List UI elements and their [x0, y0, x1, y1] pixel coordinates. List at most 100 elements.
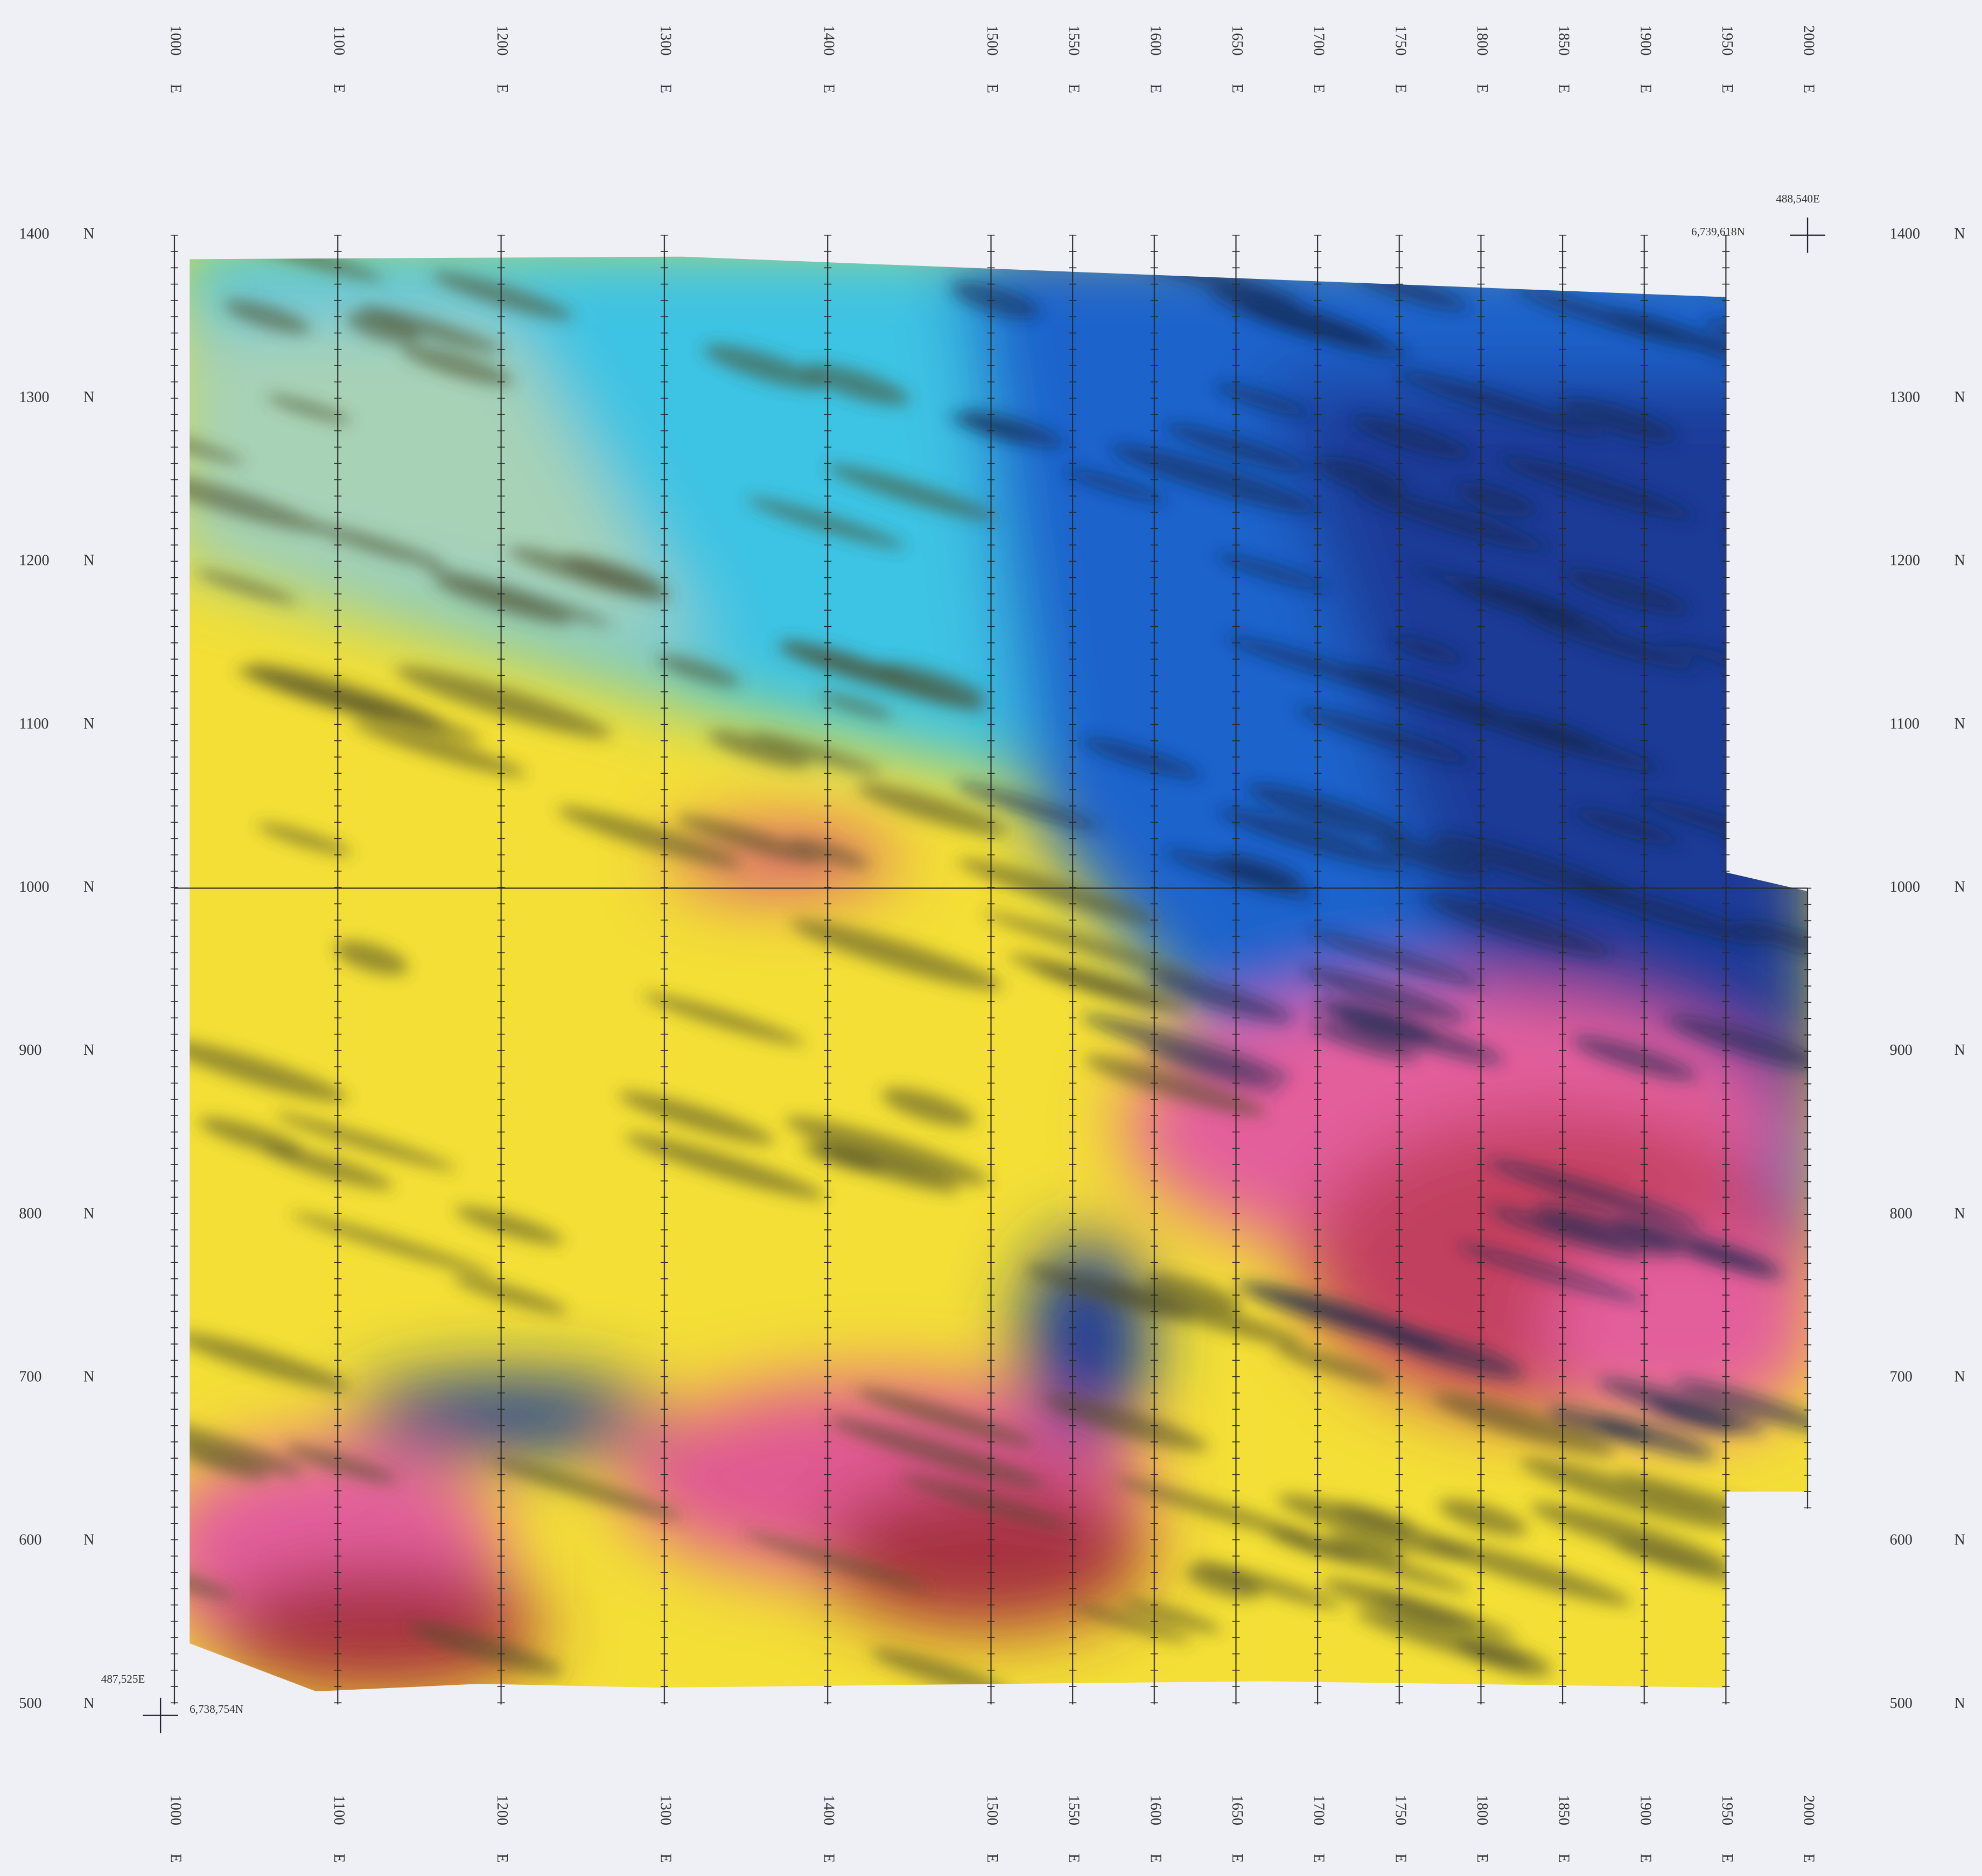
northing-label: 1200 — [1890, 552, 1920, 569]
easting-label: 2000 — [1801, 25, 1817, 55]
northing-label: 700 — [1890, 1369, 1913, 1385]
northing-label: 500 — [1890, 1695, 1913, 1712]
easting-unit: E — [494, 1853, 510, 1863]
northing-unit: N — [1954, 879, 1965, 895]
easting-unit: E — [167, 1853, 184, 1863]
northing-unit: N — [83, 879, 94, 895]
northing-unit: N — [1954, 1532, 1965, 1549]
corner-northing: 6,739,618N — [1691, 225, 1745, 238]
northing-label: 1400 — [1890, 226, 1920, 242]
easting-unit: E — [1637, 84, 1654, 93]
northing-unit: N — [1954, 226, 1965, 242]
easting-unit: E — [331, 84, 347, 93]
northing-label: 900 — [1890, 1042, 1913, 1059]
easting-unit: E — [657, 84, 674, 93]
easting-unit: E — [1474, 1853, 1490, 1863]
northing-label: 1100 — [1890, 716, 1920, 732]
easting-label: 1850 — [1556, 1795, 1572, 1825]
easting-unit: E — [331, 1853, 347, 1863]
easting-unit: E — [1556, 84, 1572, 93]
easting-unit: E — [1229, 1853, 1245, 1863]
northing-unit: N — [1954, 1695, 1965, 1712]
easting-label: 1950 — [1719, 25, 1735, 55]
easting-unit: E — [1474, 84, 1490, 93]
northing-unit: N — [1954, 389, 1965, 405]
northing-unit: N — [83, 1205, 94, 1222]
easting-label: 1700 — [1311, 1795, 1327, 1825]
easting-label: 2000 — [1801, 1795, 1817, 1825]
easting-unit: E — [1637, 1853, 1654, 1863]
easting-label: 1950 — [1719, 1795, 1735, 1825]
northing-unit: N — [83, 389, 94, 405]
easting-label: 1000 — [167, 25, 184, 55]
easting-unit: E — [1719, 1853, 1735, 1863]
easting-unit: E — [1801, 1853, 1817, 1863]
northing-label: 1100 — [19, 716, 48, 732]
northing-label: 1400 — [19, 226, 49, 242]
northing-label: 1300 — [1890, 389, 1920, 405]
northing-label: 1000 — [19, 879, 49, 895]
easting-unit: E — [821, 84, 837, 93]
easting-unit: E — [984, 84, 1000, 93]
easting-unit: E — [1147, 1853, 1164, 1863]
northing-label: 900 — [19, 1042, 41, 1059]
easting-label: 1650 — [1229, 1795, 1245, 1825]
easting-unit: E — [1311, 84, 1327, 93]
easting-unit: E — [657, 1853, 674, 1863]
northing-unit: N — [1954, 716, 1965, 732]
easting-label: 1900 — [1637, 1795, 1654, 1825]
easting-label: 1400 — [821, 1795, 837, 1825]
easting-unit: E — [1556, 1853, 1572, 1863]
northing-label: 1000 — [1890, 879, 1920, 895]
magnetic-raster — [95, 223, 1899, 1707]
easting-label: 1800 — [1474, 25, 1490, 55]
easting-unit: E — [1147, 84, 1164, 93]
northing-label: 500 — [19, 1695, 41, 1712]
easting-unit: E — [1229, 84, 1245, 93]
easting-label: 1100 — [331, 1795, 347, 1825]
easting-label: 1400 — [821, 25, 837, 55]
northing-unit: N — [1954, 552, 1965, 569]
easting-label: 1200 — [494, 25, 510, 55]
easting-label: 1550 — [1066, 25, 1082, 55]
easting-unit: E — [821, 1853, 837, 1863]
northing-unit: N — [83, 552, 94, 569]
easting-unit: E — [1392, 84, 1409, 93]
northing-unit: N — [83, 1695, 94, 1712]
easting-label: 1200 — [494, 1795, 510, 1825]
easting-unit: E — [1066, 1853, 1082, 1863]
easting-unit: E — [1311, 1853, 1327, 1863]
easting-label: 1750 — [1392, 25, 1409, 55]
easting-label: 1300 — [657, 1795, 674, 1825]
northing-label: 600 — [19, 1532, 41, 1549]
easting-unit: E — [167, 84, 184, 93]
easting-label: 1550 — [1066, 1795, 1082, 1825]
easting-unit: E — [494, 84, 510, 93]
northing-unit: N — [1954, 1205, 1965, 1222]
easting-label: 1300 — [657, 25, 674, 55]
easting-label: 1900 — [1637, 25, 1654, 55]
northing-unit: N — [83, 1042, 94, 1059]
northing-unit: N — [83, 1369, 94, 1385]
easting-unit: E — [1719, 84, 1735, 93]
northing-label: 800 — [1890, 1205, 1913, 1222]
easting-label: 1100 — [331, 26, 347, 55]
easting-unit: E — [1066, 84, 1082, 93]
easting-label: 1000 — [167, 1795, 184, 1825]
easting-label: 1500 — [984, 25, 1000, 55]
easting-unit: E — [1392, 1853, 1409, 1863]
easting-label: 1600 — [1147, 1795, 1164, 1825]
corner-easting: 488,540E — [1776, 192, 1820, 205]
easting-label: 1800 — [1474, 1795, 1490, 1825]
northing-label: 800 — [19, 1205, 41, 1222]
easting-label: 1600 — [1147, 25, 1164, 55]
northing-label: 600 — [1890, 1532, 1913, 1549]
easting-label: 1700 — [1311, 25, 1327, 55]
easting-unit: E — [984, 1853, 1000, 1863]
northing-label: 700 — [19, 1369, 41, 1385]
easting-label: 1750 — [1392, 1795, 1409, 1825]
northing-unit: N — [83, 1532, 94, 1549]
corner-northing: 6,738,754N — [190, 1703, 243, 1716]
easting-label: 1650 — [1229, 25, 1245, 55]
northing-unit: N — [1954, 1042, 1965, 1059]
